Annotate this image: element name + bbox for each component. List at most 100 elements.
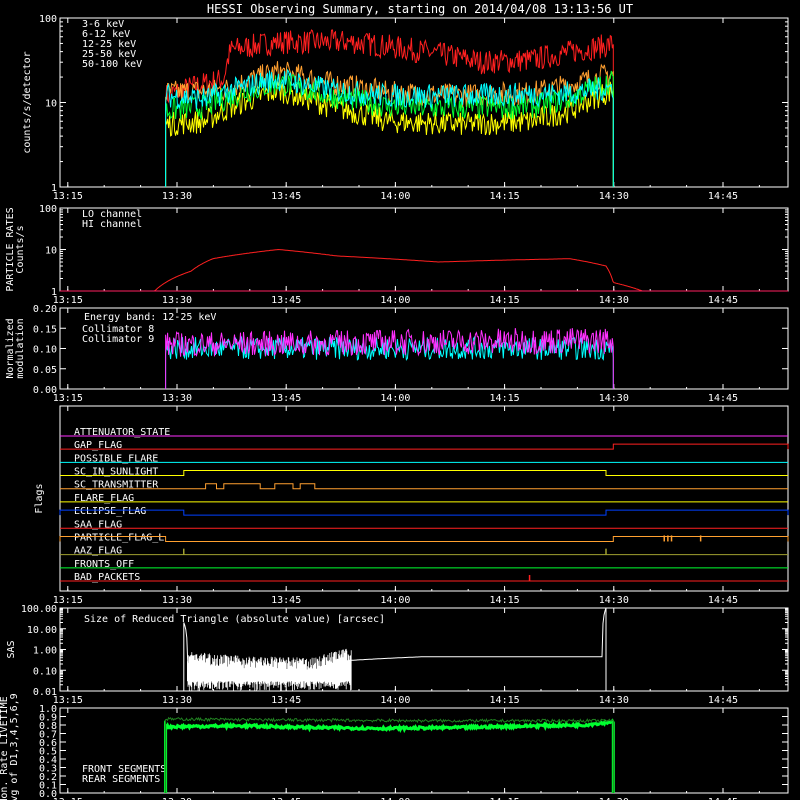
panel-annotation: Energy band: 12-25 keV xyxy=(84,312,216,323)
y-tick-label: 0.5 xyxy=(39,747,57,758)
x-tick-label: 14:45 xyxy=(708,295,738,306)
x-tick-label: 13:45 xyxy=(271,393,301,404)
x-tick-label: 14:45 xyxy=(708,595,738,606)
flag-line xyxy=(60,470,788,477)
x-tick-label: 14:15 xyxy=(490,595,520,606)
flag-label: FRONTS_OFF xyxy=(74,559,134,570)
legend-entry: FRONT SEGMENTS xyxy=(82,764,166,775)
x-tick-label: 14:45 xyxy=(708,797,738,800)
y-tick-label: 1 xyxy=(51,183,57,194)
x-tick-label: 13:15 xyxy=(53,797,83,800)
panel-flags: 13:15 13:30 13:45 14:00 14:15 14:30 14:45 Flags… xyxy=(34,405,789,606)
flag-label: ECLIPSE_FLAG xyxy=(74,506,146,517)
x-tick-label: 13:15 xyxy=(53,295,83,306)
y-tick-label: 0.7 xyxy=(39,730,57,741)
y-tick-label: 0.8 xyxy=(39,721,57,732)
flag-label: AAZ_FLAG xyxy=(74,546,122,557)
flag-line xyxy=(60,443,789,450)
x-tick-label: 14:00 xyxy=(380,595,410,606)
panel-frame xyxy=(59,405,789,592)
legend-entry: Collimator 8 xyxy=(82,324,154,335)
x-tick-label: 14:00 xyxy=(380,695,410,706)
x-tick-label: 14:45 xyxy=(708,191,738,202)
x-tick-label: 13:30 xyxy=(162,191,192,202)
y-axis-label: modulation xyxy=(15,318,26,378)
panel-count-rates: 13:15 13:30 13:45 14:00 14:15 14:30 14:45 1 10 10… xyxy=(22,14,789,202)
sas-noise xyxy=(187,648,352,691)
x-tick-label: 14:15 xyxy=(490,191,520,202)
flag-label: SAA_FLAG xyxy=(74,519,122,530)
y-tick-label: 0.01 xyxy=(33,687,57,698)
flag-label: PARTICLE_FLAG_L xyxy=(74,532,164,543)
x-tick-label: 14:30 xyxy=(599,695,629,706)
panel-particle-rates: 13:15 13:30 13:45 14:00 14:15 14:30 14:45 1 10 10… xyxy=(5,204,789,306)
x-tick-label: 14:30 xyxy=(599,191,629,202)
y-axis-label: Counts/s xyxy=(15,225,26,273)
flag-label: GAP_FLAG xyxy=(74,440,122,451)
series-line-2 xyxy=(165,81,614,187)
panel-livetime: 13:1513:3013:4514:0014:1514:3014:450.00.… xyxy=(0,693,789,800)
y-tick-label: 0.4 xyxy=(39,755,57,766)
panel-frame xyxy=(59,207,789,292)
x-tick-label: 13:45 xyxy=(271,595,301,606)
x-tick-label: 14:15 xyxy=(490,393,520,404)
y-tick-label: 0.3 xyxy=(39,764,57,775)
y-axis-label: counts/s/detector xyxy=(22,51,33,153)
legend-entry: REAR SEGMENTS xyxy=(82,774,160,785)
legend-entry: LO channel xyxy=(82,209,142,220)
x-tick-label: 13:45 xyxy=(271,295,301,306)
flag-label: FLARE_FLAG xyxy=(74,493,134,504)
x-tick-label: 14:45 xyxy=(708,695,738,706)
y-tick-label: 1.00 xyxy=(33,646,57,657)
y-tick-label: 10 xyxy=(45,99,57,110)
x-tick-label: 13:45 xyxy=(271,191,301,202)
x-tick-label: 13:45 xyxy=(271,695,301,706)
y-tick-label: 0.10 xyxy=(33,666,57,677)
legend-entry: 6-12 keV xyxy=(82,29,130,40)
y-tick-label: 1 xyxy=(51,287,57,298)
flag-label: SC_IN_SUNLIGHT xyxy=(74,467,158,478)
x-tick-label: 14:15 xyxy=(490,797,520,800)
flag-label: BAD_PACKETS xyxy=(74,572,140,583)
series-line-1 xyxy=(165,61,614,187)
x-tick-label: 13:30 xyxy=(162,797,192,800)
flag-line xyxy=(59,509,789,516)
panel-annotation: Size of Reduced Triangle (absolute value… xyxy=(84,614,385,625)
x-tick-label: 13:15 xyxy=(53,695,83,706)
flag-label: ATTENUATOR_STATE xyxy=(74,427,170,438)
y-tick-label: 100 xyxy=(39,204,57,215)
y-axis-label: SAS xyxy=(6,640,17,658)
x-tick-label: 13:15 xyxy=(53,191,83,202)
y-tick-label: 0.10 xyxy=(33,345,57,356)
x-tick-label: 14:15 xyxy=(490,695,520,706)
legend-entry: Collimator 9 xyxy=(82,334,154,345)
y-axis-label: avg of D1,3,4,5,6,9 xyxy=(9,693,20,800)
flag-line xyxy=(60,483,788,490)
y-tick-label: 0.9 xyxy=(39,713,57,724)
x-tick-label: 13:15 xyxy=(53,595,83,606)
x-tick-label: 14:45 xyxy=(708,393,738,404)
x-tick-label: 13:15 xyxy=(53,393,83,404)
x-tick-label: 13:30 xyxy=(162,295,192,306)
flag-line xyxy=(59,535,789,542)
x-tick-label: 13:30 xyxy=(162,393,192,404)
chart-title: HESSI Observing Summary, starting on 201… xyxy=(207,2,633,16)
y-axis-label: PARTICLE RATES xyxy=(5,207,16,291)
y-tick-label: 0.00 xyxy=(33,385,57,396)
x-tick-label: 14:30 xyxy=(599,797,629,800)
x-tick-label: 14:00 xyxy=(380,393,410,404)
series-line-3 xyxy=(165,70,614,187)
y-tick-label: 0.2 xyxy=(39,772,57,783)
y-tick-label: 0.20 xyxy=(33,304,57,315)
y-tick-label: 0.15 xyxy=(33,324,57,335)
y-tick-label: 0.1 xyxy=(39,781,57,792)
panel-modulation: 13:15 13:30 13:45 14:00 14:15 14:30 14:45 0.00 0… xyxy=(5,304,789,404)
x-tick-label: 14:00 xyxy=(380,191,410,202)
series-line-0 xyxy=(60,248,788,292)
legend-entry: HI channel xyxy=(82,219,142,230)
y-axis-label: Mon. Rate LIVETIME xyxy=(0,696,10,800)
x-tick-label: 14:30 xyxy=(599,595,629,606)
y-tick-label: 100.00 xyxy=(21,604,57,615)
y-tick-label: 0.0 xyxy=(39,789,57,800)
